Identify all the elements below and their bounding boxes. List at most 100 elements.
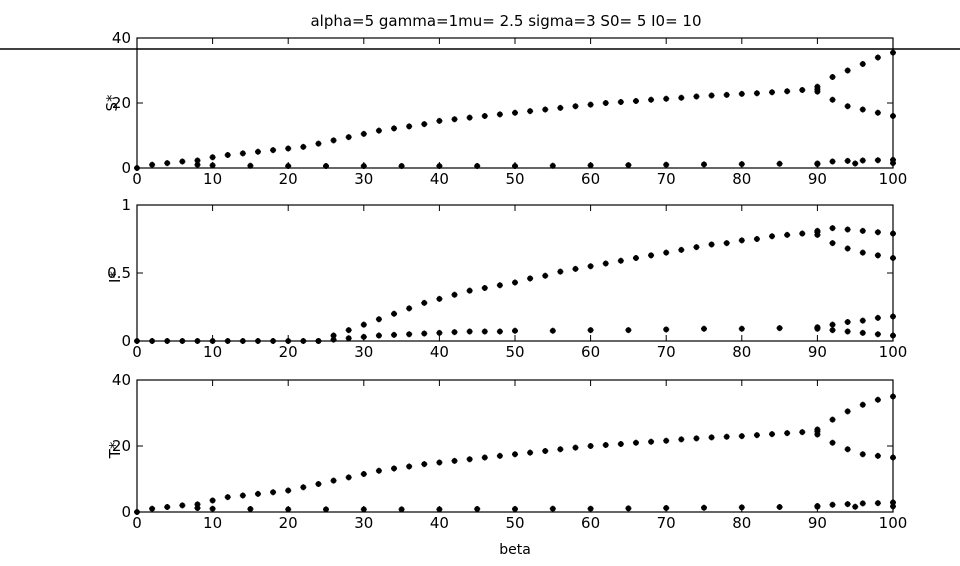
data-point bbox=[678, 436, 685, 443]
data-point bbox=[542, 106, 549, 113]
y-axis-label: S* bbox=[103, 94, 121, 112]
data-point bbox=[527, 449, 534, 456]
x-tick-label: 90 bbox=[808, 170, 827, 188]
x-tick-label: 60 bbox=[581, 343, 600, 361]
data-point bbox=[149, 505, 156, 512]
data-point bbox=[890, 499, 896, 506]
data-point bbox=[391, 310, 398, 317]
x-axis-label: beta bbox=[499, 542, 531, 558]
plot-frame bbox=[136, 204, 894, 342]
data-point bbox=[270, 147, 277, 154]
y-tick-label: 20 bbox=[112, 94, 131, 112]
series-5 bbox=[814, 499, 896, 510]
data-point bbox=[285, 487, 292, 494]
data-point bbox=[209, 505, 216, 512]
data-point bbox=[436, 329, 443, 336]
data-point bbox=[134, 165, 140, 171]
x-tick-label: 70 bbox=[657, 343, 676, 361]
x-tick-label: 80 bbox=[732, 170, 751, 188]
data-point bbox=[874, 396, 881, 403]
data-point bbox=[663, 161, 670, 168]
series-1 bbox=[134, 338, 322, 344]
data-point bbox=[549, 162, 556, 169]
data-point bbox=[496, 328, 503, 335]
x-tick-label: 10 bbox=[203, 514, 222, 532]
data-point bbox=[890, 255, 896, 262]
x-tick-label: 70 bbox=[657, 170, 676, 188]
data-point bbox=[890, 113, 896, 119]
y-tick-label: 0 bbox=[121, 503, 131, 521]
data-point bbox=[254, 338, 261, 344]
x-tick-label: 100 bbox=[879, 343, 908, 361]
subplot-3: 0 10 20 30 40 50 60 70 80 90 100 0 20 40 T* beta bbox=[106, 371, 907, 558]
chart-title: alpha=5 gamma=1mu= 2.5 sigma=3 S0= 5 I0=… bbox=[310, 12, 701, 30]
data-point bbox=[814, 431, 821, 438]
data-point bbox=[859, 401, 866, 408]
data-point bbox=[723, 91, 730, 98]
data-point bbox=[345, 335, 352, 342]
data-point bbox=[300, 143, 307, 150]
data-point bbox=[799, 429, 806, 436]
data-point bbox=[663, 249, 670, 256]
x-tick-label: 80 bbox=[732, 514, 751, 532]
data-point bbox=[829, 321, 836, 328]
data-point bbox=[375, 467, 382, 474]
data-point bbox=[859, 157, 866, 164]
data-point bbox=[179, 158, 186, 165]
data-point bbox=[890, 156, 896, 163]
data-point bbox=[481, 113, 488, 119]
data-point bbox=[466, 114, 473, 121]
data-point bbox=[844, 446, 851, 453]
y-axis-label: T* bbox=[106, 441, 124, 459]
data-point bbox=[708, 92, 715, 99]
data-point bbox=[474, 163, 481, 170]
data-point bbox=[693, 244, 700, 251]
data-point bbox=[829, 158, 836, 165]
data-point bbox=[648, 96, 655, 103]
data-point bbox=[814, 231, 821, 238]
data-point bbox=[738, 237, 745, 244]
data-point bbox=[632, 98, 639, 105]
data-point bbox=[753, 236, 760, 242]
data-point bbox=[360, 506, 367, 513]
data-point bbox=[663, 95, 670, 102]
data-point bbox=[874, 314, 881, 321]
x-tick-label: 30 bbox=[354, 514, 373, 532]
data-point bbox=[844, 501, 851, 508]
data-point bbox=[572, 265, 579, 272]
y-tick-label: 40 bbox=[112, 29, 131, 47]
data-point bbox=[776, 504, 783, 511]
data-point bbox=[527, 275, 534, 282]
data-point bbox=[844, 328, 851, 335]
y-tick-label: 0.5 bbox=[107, 264, 131, 282]
data-point bbox=[375, 127, 382, 134]
data-point bbox=[753, 90, 760, 97]
data-point bbox=[436, 295, 443, 302]
data-point bbox=[708, 434, 715, 441]
data-point bbox=[134, 509, 140, 515]
data-point bbox=[738, 90, 745, 97]
data-point bbox=[406, 305, 413, 312]
data-point bbox=[784, 231, 791, 238]
data-point bbox=[194, 157, 201, 164]
data-point bbox=[315, 140, 322, 147]
data-point bbox=[149, 338, 156, 344]
data-point bbox=[890, 313, 896, 320]
data-point bbox=[398, 163, 405, 170]
data-point bbox=[859, 227, 866, 234]
data-point bbox=[753, 432, 760, 439]
data-point bbox=[474, 506, 481, 513]
data-point bbox=[466, 456, 473, 463]
data-point bbox=[701, 504, 707, 511]
x-tick-label: 20 bbox=[279, 514, 298, 532]
data-point bbox=[844, 245, 851, 252]
x-tick-label: 60 bbox=[581, 170, 600, 188]
series-1 bbox=[134, 428, 821, 515]
data-point bbox=[360, 130, 367, 137]
data-point bbox=[738, 325, 745, 332]
data-point bbox=[572, 444, 579, 451]
x-tick-label: 50 bbox=[505, 170, 524, 188]
data-point bbox=[345, 327, 352, 334]
data-point bbox=[769, 233, 776, 240]
data-point bbox=[799, 87, 806, 93]
